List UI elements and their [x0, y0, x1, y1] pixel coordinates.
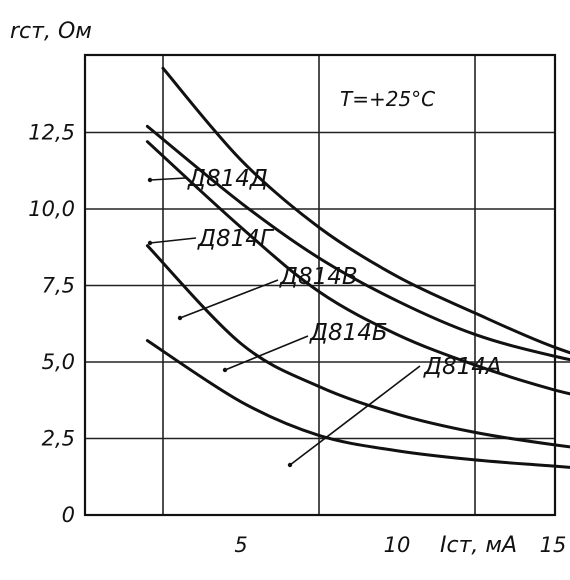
x-tick-labels: 5101520: [234, 533, 567, 557]
series-leader-dot: [147, 177, 153, 183]
series-leader-dot: [287, 462, 293, 468]
series-label: Д814В: [279, 264, 358, 290]
series-curve: [145, 339, 570, 469]
plot-frame: [83, 53, 557, 517]
temperature-annotation: T=+25°C: [340, 87, 435, 111]
series-leader-line: [149, 177, 187, 181]
x-axis-label: Iст, мА: [440, 533, 517, 558]
y-tick-label: 10,0: [28, 197, 75, 221]
series-label: Д814А: [423, 354, 502, 380]
series-curve: [145, 140, 570, 396]
y-tick-label: 0: [62, 503, 75, 527]
series-leader-line: [224, 335, 309, 371]
y-tick-label: 2,5: [42, 427, 75, 451]
series-curve: [161, 66, 570, 355]
series-curve: [145, 124, 570, 362]
series-curve: [145, 244, 570, 449]
series-curves: [145, 66, 570, 469]
x-tick-label: 5: [234, 533, 247, 557]
series-label: Д814Д: [187, 166, 268, 192]
series-leader-line: [289, 365, 421, 466]
series-leader-line: [179, 279, 279, 319]
y-tick-label: 12,5: [28, 121, 75, 145]
plot-border: [83, 53, 557, 517]
x-tick-label: 10: [384, 533, 411, 557]
y-tick-label: 7,5: [42, 274, 75, 298]
series-label: Д814Б: [309, 320, 388, 346]
series-label: Д814Г: [197, 226, 275, 252]
series-leader-dot: [147, 240, 153, 246]
series-leader-dot: [222, 367, 228, 373]
y-axis-label: rст, Ом: [10, 19, 92, 44]
series-leader-dot: [177, 315, 183, 321]
x-tick-label: 15: [540, 533, 567, 557]
y-tick-label: 5,0: [42, 350, 75, 374]
y-tick-labels: 0 2,5 5,0 7,5 10,0 12,5: [28, 121, 75, 528]
chart-grid: [85, 55, 570, 515]
label-leaders: [147, 177, 421, 468]
series-leader-line: [149, 237, 197, 244]
